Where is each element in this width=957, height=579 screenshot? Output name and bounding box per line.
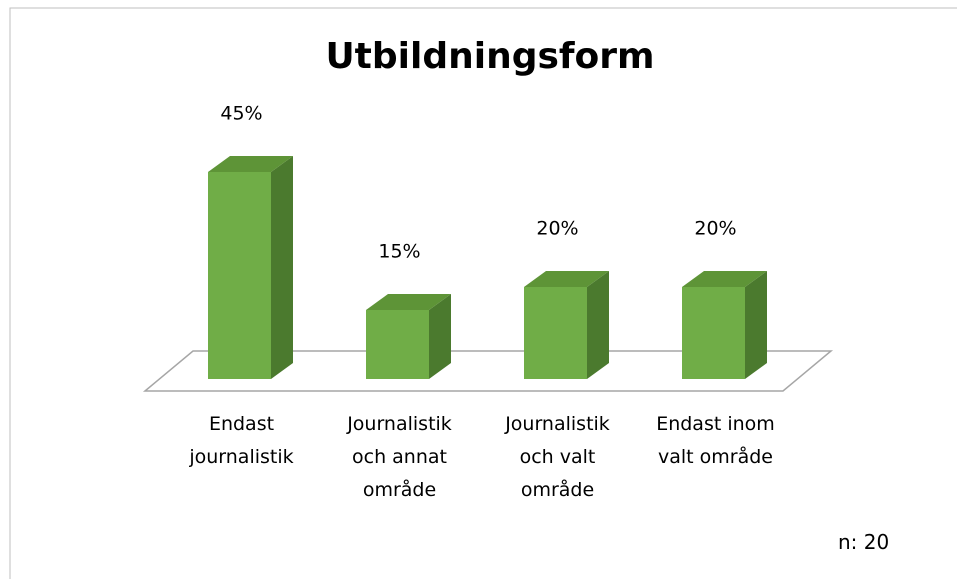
chart-border <box>9 7 957 579</box>
bar-side <box>587 271 609 379</box>
bar <box>524 271 609 379</box>
x-tick-label: Journalistik och annat område <box>347 413 452 501</box>
bar-top <box>682 271 767 287</box>
bar-top <box>524 271 609 287</box>
bar-side <box>745 271 767 379</box>
bar-front <box>682 287 745 379</box>
data-label: 20% <box>694 218 736 240</box>
bar <box>208 156 293 379</box>
bar-front <box>524 287 587 379</box>
x-tick-label: Journalistik och valt område <box>505 413 610 501</box>
bar-front <box>366 310 429 379</box>
bar-side <box>429 294 451 379</box>
x-tick-label: Endast journalistik <box>189 413 294 468</box>
bar-side <box>271 156 293 379</box>
bar-front <box>208 172 271 379</box>
x-tick-label: Endast inom valt område <box>656 413 775 468</box>
bar-top <box>208 156 293 172</box>
chart-title: Utbildningsform <box>325 36 655 77</box>
data-label: 15% <box>378 241 420 263</box>
data-label: 45% <box>220 103 262 125</box>
annotation: n: 20 <box>838 530 890 554</box>
floor <box>142 350 834 392</box>
bar <box>366 294 451 379</box>
data-label: 20% <box>536 218 578 240</box>
bar <box>682 271 767 379</box>
bar-top <box>366 294 451 310</box>
